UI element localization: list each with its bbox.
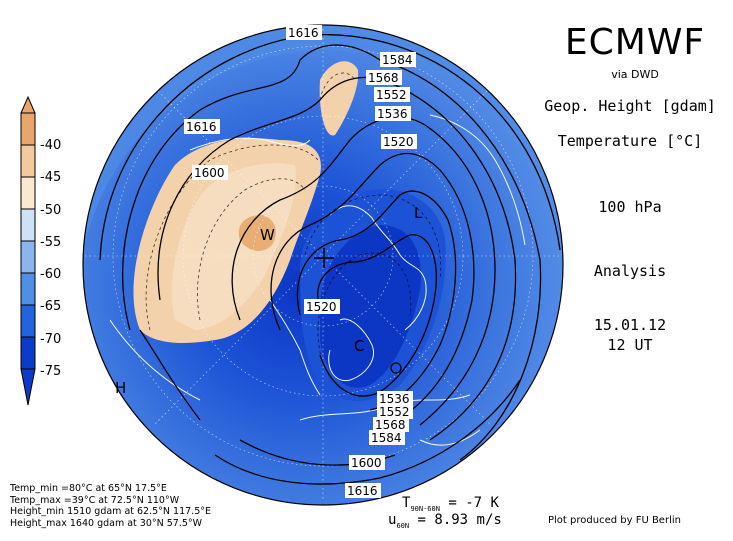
temperature-difference: T90N-60N = -7 K — [402, 495, 499, 513]
low-marker: L — [414, 204, 423, 222]
colorbar-label: -55 — [40, 235, 61, 250]
cold-marker: C — [354, 337, 364, 355]
colorbar-segment — [20, 112, 36, 146]
temp-min-stat: Temp_min =80°C at 65°N 17.5°E — [10, 483, 167, 494]
contour-label: 1568 — [368, 71, 399, 85]
contour-labels: 1616 1584 1568 1552 1536 1520 1616 1600 … — [184, 25, 417, 498]
contour-label: 1552 — [376, 88, 407, 102]
north-pole-cross-icon — [314, 248, 334, 268]
contour-label: 1600 — [351, 456, 382, 470]
parameter-height: Geop. Height [gdam] — [544, 97, 716, 115]
colorbar-segment — [20, 240, 36, 274]
u-subscript: 60N — [396, 521, 410, 530]
colorbar-segment — [20, 272, 36, 306]
colorbar-top-arrow — [20, 95, 36, 114]
t-subscript: 90N-60N — [410, 504, 440, 513]
colorbar-segment — [20, 176, 36, 210]
contour-label: 1616 — [288, 26, 319, 40]
contour-label: 1536 — [377, 107, 408, 121]
contour-label: 1600 — [194, 166, 225, 180]
warm-marker: W — [260, 226, 275, 244]
contour-label: 1520 — [383, 135, 414, 149]
contour-label: 1552 — [379, 405, 410, 419]
contour-label: 1616 — [347, 484, 378, 498]
colorbar-segment — [20, 144, 36, 178]
colorbar-segment — [20, 336, 36, 370]
polar-disc — [83, 25, 563, 505]
contour-label: 1584 — [371, 431, 402, 445]
colorbar-label: -65 — [40, 299, 61, 314]
pressure-level: 100 hPa — [598, 198, 662, 216]
model-title: ECMWF — [564, 22, 706, 63]
t-symbol: T — [402, 495, 411, 511]
colorbar-label: -45 — [40, 170, 61, 185]
run-type: Analysis — [593, 262, 667, 280]
contour-label: 1568 — [375, 418, 406, 432]
source-label: via DWD — [611, 68, 659, 81]
zonal-wind: u60N = 8.93 m/s — [388, 512, 502, 530]
colorbar-segment — [20, 304, 36, 338]
u-value: = 8.93 m/s — [417, 512, 502, 528]
height-max-stat: Height_max 1640 gdam at 30°N 57.5°W — [10, 517, 203, 529]
map-border — [82, 24, 564, 506]
contour-label: 1584 — [382, 53, 413, 67]
colorbar-label: -60 — [40, 267, 61, 282]
valid-date: 15.01.12 — [593, 316, 667, 334]
height-min-stat: Height_min 1510 gdam at 62.5°N 117.5°E — [10, 506, 211, 517]
high-marker: H — [115, 379, 126, 397]
extrema-stats: Temp_min =80°C at 65°N 17.5°E Temp_max =… — [10, 483, 211, 529]
colorbar-bottom-arrow — [20, 368, 36, 406]
height-min-circle-icon — [390, 362, 402, 374]
temperature-colorbar: -40 -45 -50 -55 -60 -65 -70 -75 — [20, 95, 61, 406]
contour-label: 1616 — [186, 120, 217, 134]
parameter-temperature: Temperature [°C] — [557, 132, 703, 150]
contour-label: 1536 — [379, 392, 410, 406]
colorbar-segment — [20, 208, 36, 242]
temp-max-stat: Temp_max =39°C at 72.5°N 110°W — [10, 494, 180, 506]
t-value: = -7 K — [448, 495, 499, 511]
map-markers: W L C H — [115, 204, 423, 397]
u-symbol: u — [388, 512, 397, 528]
colorbar-label: -40 — [40, 138, 61, 153]
valid-time: 12 UT — [607, 336, 653, 354]
colorbar-label: -50 — [40, 203, 61, 218]
colorbar-label: -75 — [40, 364, 61, 379]
contour-label: 1520 — [306, 300, 337, 314]
colorbar-label: -70 — [40, 332, 61, 347]
credit-line: Plot produced by FU Berlin — [548, 515, 681, 526]
